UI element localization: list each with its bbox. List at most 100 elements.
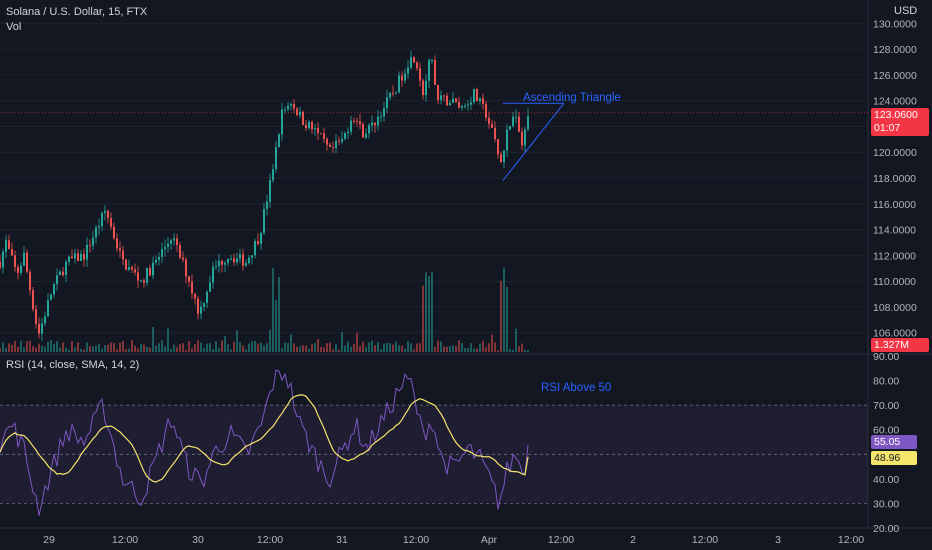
candle-body (53, 283, 55, 295)
volume-bar (29, 340, 31, 352)
candle-body (158, 256, 160, 260)
candle-body (359, 121, 361, 125)
candle-body (188, 276, 190, 282)
volume-bars (0, 267, 529, 352)
volume-bar (296, 346, 298, 352)
candle-body (284, 109, 286, 111)
volume-bar (17, 346, 19, 352)
volume-bar (356, 332, 358, 352)
volume-bar (446, 346, 448, 352)
candle-body (515, 116, 517, 118)
candle-body (332, 146, 334, 148)
volume-bar (257, 343, 259, 352)
candle-body (71, 256, 73, 259)
price-tick-label: 112.0000 (873, 250, 916, 262)
volume-bar (491, 334, 493, 352)
candle-body (395, 92, 397, 94)
rsi-annotation[interactable]: RSI Above 50 (541, 382, 612, 394)
time-tick-label: 12:00 (548, 534, 574, 546)
candle-body (149, 268, 151, 276)
candle-body (32, 290, 34, 310)
volume-bar (365, 347, 367, 352)
volume-bar (242, 345, 244, 352)
volume-bar (389, 343, 391, 352)
volume-bar (146, 346, 148, 352)
volume-bar (191, 348, 193, 352)
candle-body (365, 133, 367, 138)
candle-body (227, 258, 229, 263)
candle-body (59, 271, 61, 276)
candle-body (41, 323, 43, 334)
candle-body (95, 227, 97, 238)
candle-body (116, 238, 118, 249)
candle-body (101, 212, 103, 227)
volume-bar (272, 268, 274, 352)
price-tick-label: 120.0000 (873, 147, 917, 159)
price-tick-label: 126.0000 (873, 70, 917, 82)
volume-bar (143, 344, 145, 352)
volume-bar (167, 328, 169, 352)
volume-bar (185, 349, 187, 352)
rsi-ma-line (0, 394, 529, 483)
candle-body (146, 268, 148, 283)
price-tick-label: 106.0000 (873, 328, 917, 340)
candle-body (506, 129, 508, 151)
candle-body (164, 247, 166, 250)
volume-bar (137, 348, 139, 352)
candle-body (239, 254, 241, 259)
candle-body (200, 306, 202, 314)
rsi-tick-label: 60.00 (873, 425, 899, 437)
candle-body (269, 180, 271, 202)
volume-bar (449, 346, 451, 352)
volume-bar (302, 345, 304, 352)
volume-bar (218, 348, 220, 352)
candle-body (50, 294, 52, 301)
volume-bar (197, 340, 199, 352)
candle-body (377, 116, 379, 126)
time-tick-label: 12:00 (112, 534, 138, 546)
volume-bar (488, 343, 490, 352)
volume-bar (164, 346, 166, 352)
currency-label[interactable]: USD (894, 5, 918, 17)
candle-body (383, 108, 385, 117)
candle-body (167, 243, 169, 248)
triangle-annotation[interactable]: Ascending Triangle (523, 92, 621, 104)
candle-body (170, 240, 172, 244)
candle-body (500, 154, 502, 163)
volume-bar (263, 345, 265, 352)
candle-body (449, 102, 451, 106)
rsi-value-tag: 55.05 (871, 435, 917, 449)
volume-bar (524, 349, 526, 352)
volume-bar (338, 349, 340, 352)
volume-bar (26, 340, 28, 352)
volume-bar (419, 343, 421, 352)
candle-body (281, 109, 283, 135)
candle-body (242, 254, 244, 266)
volume-bar (458, 340, 460, 352)
volume-bar (98, 343, 100, 352)
candle-body (464, 105, 466, 107)
volume-bar (155, 345, 157, 352)
volume-bar (74, 347, 76, 352)
volume-bar (68, 349, 70, 352)
candle-body (380, 116, 382, 118)
volume-bar (65, 347, 67, 352)
volume-bar (47, 341, 49, 352)
candle-body (62, 271, 64, 276)
time-tick-label: Apr (481, 534, 498, 546)
candle-body (134, 269, 136, 273)
volume-bar (467, 348, 469, 352)
price-tick-label: 116.0000 (873, 199, 916, 211)
candle-body (47, 300, 49, 317)
candle-body (161, 249, 163, 257)
volume-bar (125, 349, 127, 352)
volume-bar (281, 347, 283, 352)
volume-bar (0, 347, 1, 352)
volume-bar (215, 341, 217, 352)
volume-bar (44, 346, 46, 352)
candle-body (44, 316, 46, 324)
candle-body (35, 309, 37, 324)
candle-body (314, 127, 316, 130)
candle-body (119, 248, 121, 251)
